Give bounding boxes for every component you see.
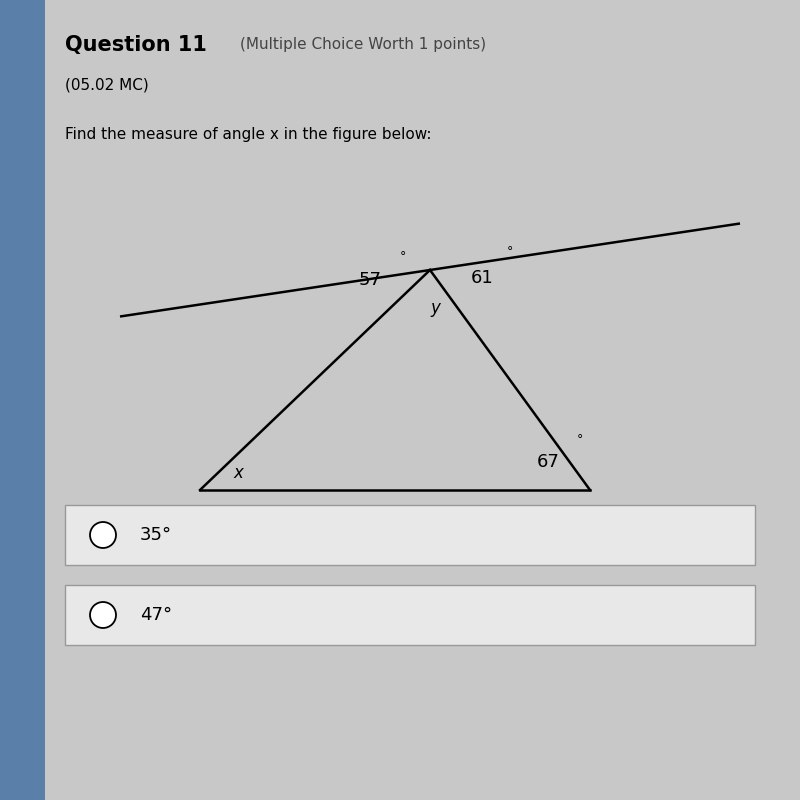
- Text: °: °: [577, 434, 583, 446]
- Text: 61: 61: [470, 269, 494, 287]
- FancyBboxPatch shape: [0, 0, 45, 800]
- Text: (Multiple Choice Worth 1 points): (Multiple Choice Worth 1 points): [240, 38, 486, 53]
- Text: 67: 67: [537, 453, 559, 471]
- Text: (05.02 MC): (05.02 MC): [65, 78, 149, 93]
- Text: 57: 57: [358, 271, 382, 289]
- Circle shape: [90, 522, 116, 548]
- Text: °: °: [400, 250, 406, 263]
- FancyBboxPatch shape: [65, 585, 755, 645]
- Text: y: y: [430, 299, 440, 317]
- Text: 47°: 47°: [140, 606, 172, 624]
- Text: °: °: [507, 246, 513, 258]
- FancyBboxPatch shape: [65, 505, 755, 565]
- Circle shape: [90, 602, 116, 628]
- Text: 35°: 35°: [140, 526, 172, 544]
- Text: x: x: [233, 464, 243, 482]
- Text: Find the measure of angle x in the figure below:: Find the measure of angle x in the figur…: [65, 127, 431, 142]
- Text: Question 11: Question 11: [65, 35, 207, 55]
